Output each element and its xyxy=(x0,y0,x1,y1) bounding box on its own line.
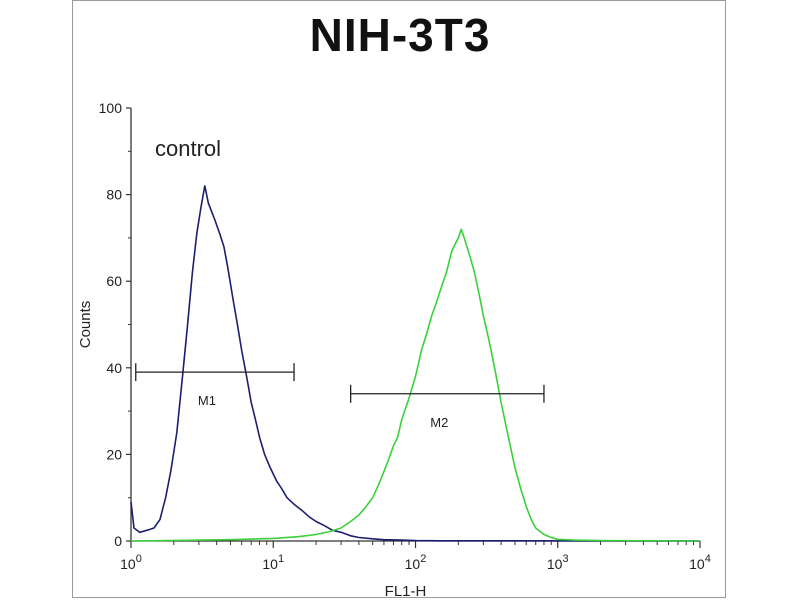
marker-label-m2: M2 xyxy=(430,415,448,430)
histogram-series-control xyxy=(130,185,701,542)
y-tick-label: 80 xyxy=(106,187,122,203)
control-annotation: control xyxy=(155,136,221,161)
x-tick-label: 101 xyxy=(262,553,284,572)
x-axis-label: FL1-H xyxy=(385,583,427,600)
y-tick-label: 60 xyxy=(106,273,122,289)
marker-label-m1: M1 xyxy=(198,393,216,408)
histogram-series-sample xyxy=(130,228,701,542)
y-tick-label: 0 xyxy=(114,533,122,549)
x-tick-label: 100 xyxy=(120,553,142,572)
x-tick-label: 102 xyxy=(405,553,427,572)
y-tick-label: 100 xyxy=(99,100,123,116)
chart-title: NIH-3T3 xyxy=(309,9,491,61)
x-tick-label: 103 xyxy=(547,553,569,572)
y-tick-label: 20 xyxy=(106,446,122,462)
x-tick-label: 104 xyxy=(689,553,711,572)
figure-frame xyxy=(72,0,726,598)
y-axis-label: Counts xyxy=(77,301,94,349)
y-tick-label: 40 xyxy=(106,360,122,376)
